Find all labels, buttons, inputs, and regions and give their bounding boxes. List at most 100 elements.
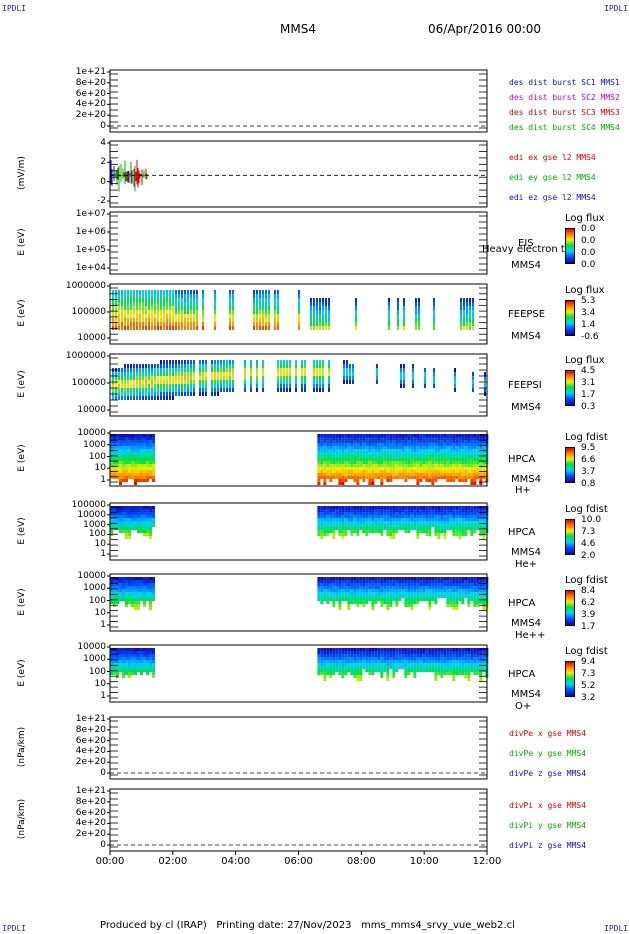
heatmap-cell xyxy=(181,364,183,368)
heatmap-cell xyxy=(452,473,456,476)
heatmap-cell xyxy=(455,607,459,610)
heatmap-cell xyxy=(310,310,312,314)
heatmap-cell xyxy=(389,440,393,443)
heatmap-cell xyxy=(317,515,321,518)
heatmap-cell xyxy=(434,446,438,449)
panel-frame xyxy=(109,788,488,852)
heatmap-cell xyxy=(125,666,128,669)
heatmap-cell xyxy=(349,364,351,368)
heatmap-cell xyxy=(476,660,480,663)
heatmap-cell xyxy=(386,446,390,449)
heatmap-cell xyxy=(229,376,231,380)
heatmap-cell xyxy=(119,666,122,669)
heatmap-cell xyxy=(407,452,411,455)
heatmap-cell xyxy=(473,598,477,601)
heatmap-cell xyxy=(419,455,423,458)
heatmap-cell xyxy=(362,512,366,515)
heatmap-cell xyxy=(461,446,465,449)
heatmap-cell xyxy=(407,598,411,601)
heatmap-cell xyxy=(443,449,447,452)
heatmap-cell xyxy=(145,298,147,302)
heatmap-cell xyxy=(467,449,471,452)
heatmap-cell xyxy=(329,518,333,521)
heatmap-cell xyxy=(119,452,122,455)
heatmap-cell xyxy=(400,372,402,376)
heatmap-cell xyxy=(262,360,264,364)
heatmap-cell xyxy=(416,651,420,654)
heatmap-cell xyxy=(181,302,183,306)
heatmap-cell xyxy=(344,598,348,601)
heatmap-cell xyxy=(353,509,357,512)
heatmap-cell xyxy=(341,586,345,589)
heatmap-cell xyxy=(482,663,486,666)
heatmap-cell xyxy=(419,458,423,461)
heatmap-cell xyxy=(467,669,471,672)
heatmap-cell xyxy=(178,294,180,298)
heatmap-cell xyxy=(347,506,351,509)
heatmap-cell xyxy=(323,458,327,461)
heatmap-cell xyxy=(152,521,155,524)
heatmap-cell xyxy=(470,657,474,660)
heatmap-cell xyxy=(313,306,315,310)
heatmap-cell xyxy=(380,580,384,583)
heatmap-cell xyxy=(437,437,441,440)
heatmap-cell xyxy=(280,388,282,392)
heatmap-cell xyxy=(137,530,140,533)
legend-entry: divPe x gse MMS4 xyxy=(509,729,587,738)
heatmap-cell xyxy=(338,654,342,657)
y-tick-label: 100000 xyxy=(71,378,106,388)
heatmap-cell xyxy=(401,434,405,437)
heatmap-cell xyxy=(353,515,357,518)
heatmap-cell xyxy=(152,524,155,527)
heatmap-cell xyxy=(380,443,384,446)
heatmap-cell xyxy=(403,372,405,376)
heatmap-cell xyxy=(136,380,138,384)
heatmap-cell xyxy=(463,322,465,326)
heatmap-cell xyxy=(395,524,399,527)
heatmap-cell xyxy=(380,452,384,455)
heatmap-cell xyxy=(460,314,462,318)
heatmap-cell xyxy=(470,452,474,455)
heatmap-cell xyxy=(440,669,444,672)
heatmap-cell xyxy=(326,446,330,449)
heatmap-cell xyxy=(320,506,324,509)
heatmap-cell xyxy=(397,306,399,310)
heatmap-cell xyxy=(118,294,120,298)
heatmap-cell xyxy=(418,322,420,326)
heatmap-cell xyxy=(470,449,474,452)
heatmap-cell xyxy=(145,388,147,392)
heatmap-cell xyxy=(434,518,438,521)
heatmap-cell xyxy=(125,524,128,527)
heatmap-cell xyxy=(332,672,336,675)
heatmap-cell xyxy=(112,396,114,400)
colorbar xyxy=(565,300,575,336)
heatmap-cell xyxy=(157,322,159,326)
heatmap-cell xyxy=(193,310,195,314)
heatmap-cell xyxy=(437,467,441,470)
heatmap-cell xyxy=(323,446,327,449)
heatmap-cell xyxy=(476,666,480,669)
heatmap-cell xyxy=(139,376,141,380)
heatmap-cell xyxy=(452,669,456,672)
heatmap-cell xyxy=(460,310,462,314)
heatmap-cell xyxy=(383,666,387,669)
heatmap-cell xyxy=(428,577,432,580)
heatmap-cell xyxy=(425,437,429,440)
heatmap-cell xyxy=(202,314,204,318)
heatmap-cell xyxy=(323,434,327,437)
heatmap-cell xyxy=(431,461,435,464)
heatmap-cell xyxy=(383,443,387,446)
colorbar xyxy=(565,370,575,406)
heatmap-cell xyxy=(277,306,279,310)
heatmap-cell xyxy=(175,318,177,322)
heatmap-cell xyxy=(383,660,387,663)
heatmap-cell xyxy=(380,467,384,470)
heatmap-cell xyxy=(326,601,330,604)
heatmap-cell xyxy=(416,669,420,672)
heatmap-cell xyxy=(437,595,441,598)
heatmap-cell xyxy=(419,651,423,654)
heatmap-cell xyxy=(422,446,426,449)
heatmap-cell xyxy=(434,589,438,592)
heatmap-cell xyxy=(137,449,140,452)
heatmap-cell xyxy=(466,306,468,310)
